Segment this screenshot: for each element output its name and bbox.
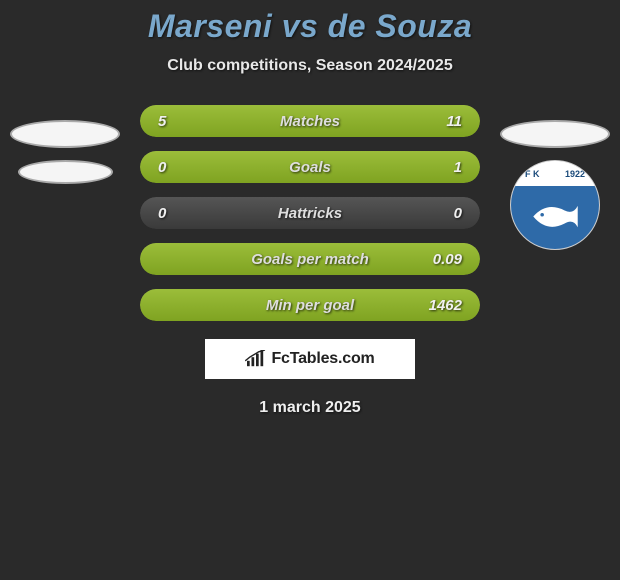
stat-label: Min per goal: [200, 297, 420, 314]
stat-bar: Goals per match0.09: [140, 243, 480, 275]
stat-value-right: 1: [420, 159, 480, 176]
stat-bar: 5Matches11: [140, 105, 480, 137]
date-label: 1 march 2025: [0, 399, 620, 417]
stat-value-left: 0: [140, 159, 200, 176]
infographic-container: Marseni vs de Souza Club competitions, S…: [0, 0, 620, 580]
stat-value-right: 1462: [420, 297, 480, 314]
stat-value-right: 0: [420, 205, 480, 222]
crest-year: 1922: [565, 169, 585, 179]
stat-value-right: 0.09: [420, 251, 480, 268]
left-player-ellipse-2: [18, 160, 113, 184]
right-player-ellipse: [500, 120, 610, 148]
stat-bar: Min per goal1462: [140, 289, 480, 321]
stat-value-left: 0: [140, 205, 200, 222]
stat-label: Goals: [200, 159, 420, 176]
stat-label: Hattricks: [200, 205, 420, 222]
stat-label: Goals per match: [200, 251, 420, 268]
left-player-slot: [0, 120, 130, 184]
subtitle: Club competitions, Season 2024/2025: [0, 57, 620, 75]
brand-badge: FcTables.com: [205, 339, 415, 379]
right-club-crest: F K 1922: [510, 160, 600, 250]
stat-bar: 0Hattricks0: [140, 197, 480, 229]
stat-value-right: 11: [420, 113, 480, 130]
right-player-slot: F K 1922: [490, 120, 620, 250]
crest-fish-icon: [528, 197, 583, 237]
crest-initials: F K: [525, 169, 540, 179]
stat-bar: 0Goals1: [140, 151, 480, 183]
left-player-ellipse-1: [10, 120, 120, 148]
stat-label: Matches: [200, 113, 420, 130]
page-title: Marseni vs de Souza: [0, 8, 620, 45]
stat-row: Min per goal1462: [0, 289, 620, 321]
stat-value-left: 5: [140, 113, 200, 130]
chart-icon: [245, 350, 267, 368]
brand-text: FcTables.com: [271, 350, 374, 368]
